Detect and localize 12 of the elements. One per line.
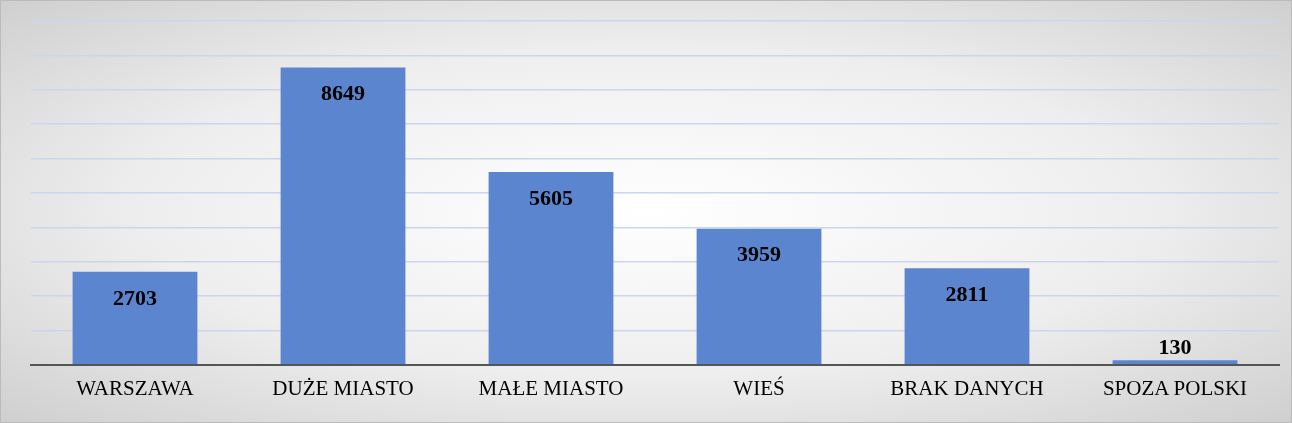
x-tick-label: MAŁE MIASTO	[478, 375, 624, 400]
data-label: 8649	[321, 80, 365, 106]
data-label: 5605	[529, 184, 573, 210]
x-tick-label: BRAK DANYCH	[890, 375, 1044, 400]
x-tick-label: WARSZAWA	[76, 375, 195, 400]
x-tick-label: DUŻE MIASTO	[272, 375, 414, 400]
x-tick-label: SPOZA POLSKI	[1102, 375, 1248, 400]
x-tick-label: WIEŚ	[733, 375, 785, 400]
data-label: 2703	[113, 284, 157, 310]
data-label: 130	[1158, 334, 1192, 360]
data-label: 3959	[737, 241, 781, 267]
data-label: 2811	[945, 280, 989, 306]
